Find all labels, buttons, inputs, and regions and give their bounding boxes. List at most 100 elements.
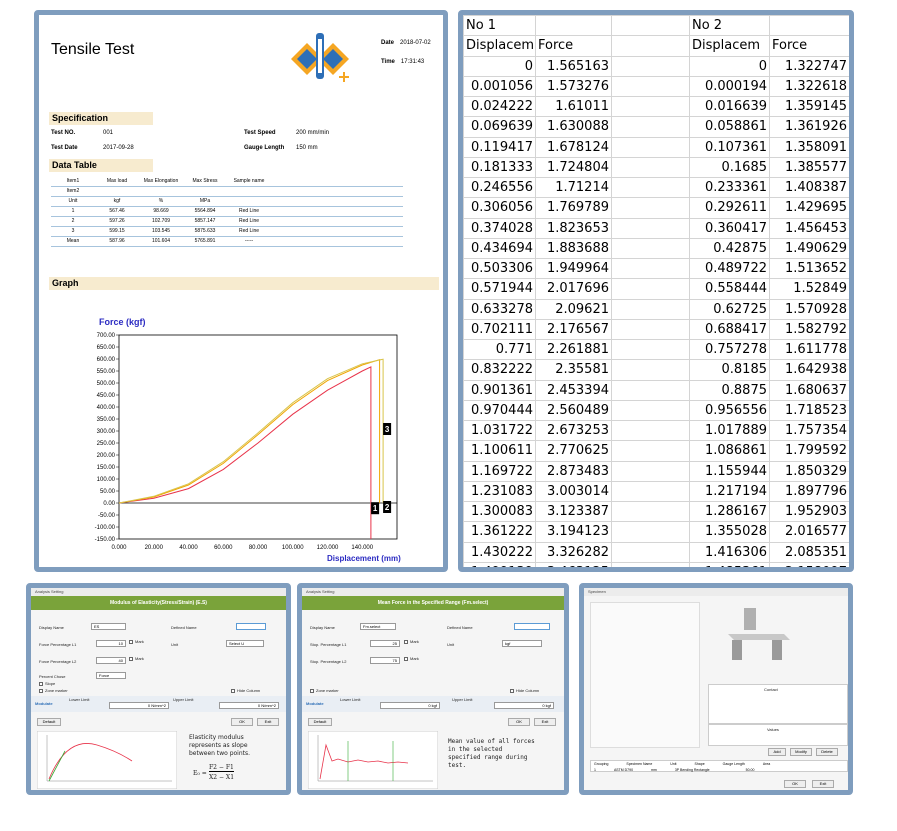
sheet-cell[interactable]: [611, 116, 690, 138]
sheet-cell[interactable]: 2.085351: [769, 541, 849, 563]
sheet-cell[interactable]: [611, 500, 690, 523]
sheet-cell[interactable]: 0.181333: [463, 156, 536, 179]
sheet-cell[interactable]: 1.823653: [535, 217, 612, 239]
sheet-cell[interactable]: 2.016577: [769, 521, 849, 543]
sheet-cell[interactable]: 0.000194: [689, 75, 770, 98]
sheet-cell[interactable]: 1.952903: [769, 500, 849, 523]
sheet-cell[interactable]: 0.832222: [463, 359, 536, 381]
sheet-cell[interactable]: 3.194123: [535, 521, 612, 543]
stop-pct-l2-input[interactable]: 75: [370, 657, 400, 664]
sheet-cell[interactable]: 2.158097: [769, 561, 849, 567]
upper-limit-input[interactable]: 0 kgf: [494, 702, 554, 709]
sheet-header-cell[interactable]: [611, 35, 690, 57]
sheet-cell[interactable]: 0.956556: [689, 399, 770, 422]
default-button[interactable]: Default: [37, 718, 61, 726]
sheet-cell[interactable]: 1.359145: [769, 95, 849, 118]
sheet-cell[interactable]: 3.003014: [535, 480, 612, 503]
sheet-cell[interactable]: 0: [689, 55, 770, 77]
sheet-cell[interactable]: 1.570928: [769, 298, 849, 320]
sheet-cell[interactable]: 2.673253: [535, 419, 612, 442]
display-name-input[interactable]: ES: [91, 623, 126, 630]
sheet-cell[interactable]: 0.633278: [463, 298, 536, 320]
stop-pct-l1-input[interactable]: 25: [370, 640, 400, 647]
sheet-cell[interactable]: [611, 379, 690, 401]
sheet-cell[interactable]: 1.169722: [463, 460, 536, 482]
sheet-cell[interactable]: 2.176567: [535, 318, 612, 341]
sheet-cell[interactable]: 1.642938: [769, 359, 849, 381]
sheet-cell[interactable]: 0.024222: [463, 95, 536, 118]
sheet-cell[interactable]: 1.017889: [689, 419, 770, 442]
exit-button[interactable]: Exit: [257, 718, 279, 726]
sheet-cell[interactable]: 0.434694: [463, 237, 536, 260]
sheet-cell[interactable]: 0.058861: [689, 116, 770, 138]
sheet-cell[interactable]: 1.565163: [535, 55, 612, 77]
sheet-cell[interactable]: 1.456453: [769, 217, 849, 239]
lower-limit-input[interactable]: 0 N/mm^2: [109, 702, 169, 709]
defined-name-input[interactable]: [236, 623, 266, 630]
sheet-cell[interactable]: 0.503306: [463, 257, 536, 280]
sheet-cell[interactable]: 1.897796: [769, 480, 849, 503]
sheet-cell[interactable]: [611, 197, 690, 219]
sheet-cell[interactable]: [611, 359, 690, 381]
sheet-cell[interactable]: 1.499139: [463, 561, 536, 567]
sheet-cell[interactable]: 1.408387: [769, 176, 849, 199]
sheet-cell[interactable]: 1.582792: [769, 318, 849, 341]
sheet-cell[interactable]: 1.300083: [463, 500, 536, 523]
lower-limit-input[interactable]: 0 kgf: [380, 702, 440, 709]
sheet-cell[interactable]: 2.017696: [535, 278, 612, 300]
sheet-cell[interactable]: 0.306056: [463, 197, 536, 219]
sheet-cell[interactable]: 0.069639: [463, 116, 536, 138]
sheet-cell[interactable]: 1.031722: [463, 419, 536, 442]
sheet-cell[interactable]: [611, 338, 690, 361]
sheet-cell[interactable]: 2.09621: [535, 298, 612, 320]
sheet-cell[interactable]: 3.123387: [535, 500, 612, 523]
sheet-cell[interactable]: [611, 561, 690, 567]
sheet-cell[interactable]: 1.155944: [689, 460, 770, 482]
sheet-cell[interactable]: 0.558444: [689, 278, 770, 300]
sheet-cell[interactable]: 1.100611: [463, 440, 536, 462]
sheet-cell[interactable]: 1.086861: [689, 440, 770, 462]
sheet-cell[interactable]: 0.246556: [463, 176, 536, 199]
sheet-cell[interactable]: [611, 15, 690, 37]
slope-checkbox[interactable]: [39, 682, 43, 686]
sheet-cell[interactable]: [769, 15, 849, 37]
sheet-cell[interactable]: 1.71214: [535, 176, 612, 199]
sheet-cell[interactable]: 0.571944: [463, 278, 536, 300]
ok-button[interactable]: OK: [508, 718, 530, 726]
sheet-cell[interactable]: [611, 136, 690, 158]
force-pct-l2-input[interactable]: 40: [96, 657, 126, 664]
sheet-cell[interactable]: 2.453394: [535, 379, 612, 401]
default-button[interactable]: Default: [308, 718, 332, 726]
sheet-cell[interactable]: 0.688417: [689, 318, 770, 341]
sheet-cell[interactable]: [611, 399, 690, 422]
sheet-cell[interactable]: 0.119417: [463, 136, 536, 158]
sheet-cell[interactable]: 1.52849: [769, 278, 849, 300]
defined-name-input[interactable]: [514, 623, 550, 630]
sheet-cell[interactable]: 1.231083: [463, 480, 536, 503]
sheet-cell[interactable]: [611, 278, 690, 300]
sheet-cell[interactable]: 0.107361: [689, 136, 770, 158]
force-pct-l1-input[interactable]: 10: [96, 640, 126, 647]
sheet-cell[interactable]: 1.611778: [769, 338, 849, 361]
sheet-cell[interactable]: 0.901361: [463, 379, 536, 401]
mark-l2-checkbox[interactable]: [129, 657, 133, 661]
sheet-cell[interactable]: 0: [463, 55, 536, 77]
sheet-cell[interactable]: 1.799592: [769, 440, 849, 462]
sheet-cell[interactable]: No 1: [463, 15, 536, 37]
sheet-header-cell[interactable]: Force: [535, 35, 612, 57]
sheet-cell[interactable]: No 2: [689, 15, 770, 37]
sheet-cell[interactable]: 1.718523: [769, 399, 849, 422]
exit-button[interactable]: Exit: [812, 780, 834, 788]
sheet-cell[interactable]: 1.883688: [535, 237, 612, 260]
sheet-cell[interactable]: 0.001056: [463, 75, 536, 98]
sheet-cell[interactable]: 1.355028: [689, 521, 770, 543]
sheet-cell[interactable]: [611, 257, 690, 280]
sheet-cell[interactable]: 1.769789: [535, 197, 612, 219]
sheet-cell[interactable]: 1.385577: [769, 156, 849, 179]
sheet-cell[interactable]: 1.358091: [769, 136, 849, 158]
sheet-cell[interactable]: 1.217194: [689, 480, 770, 503]
sheet-cell[interactable]: 1.490629: [769, 237, 849, 260]
unit-select[interactable]: kgf: [502, 640, 542, 647]
sheet-cell[interactable]: [611, 541, 690, 563]
sheet-cell[interactable]: [611, 419, 690, 442]
